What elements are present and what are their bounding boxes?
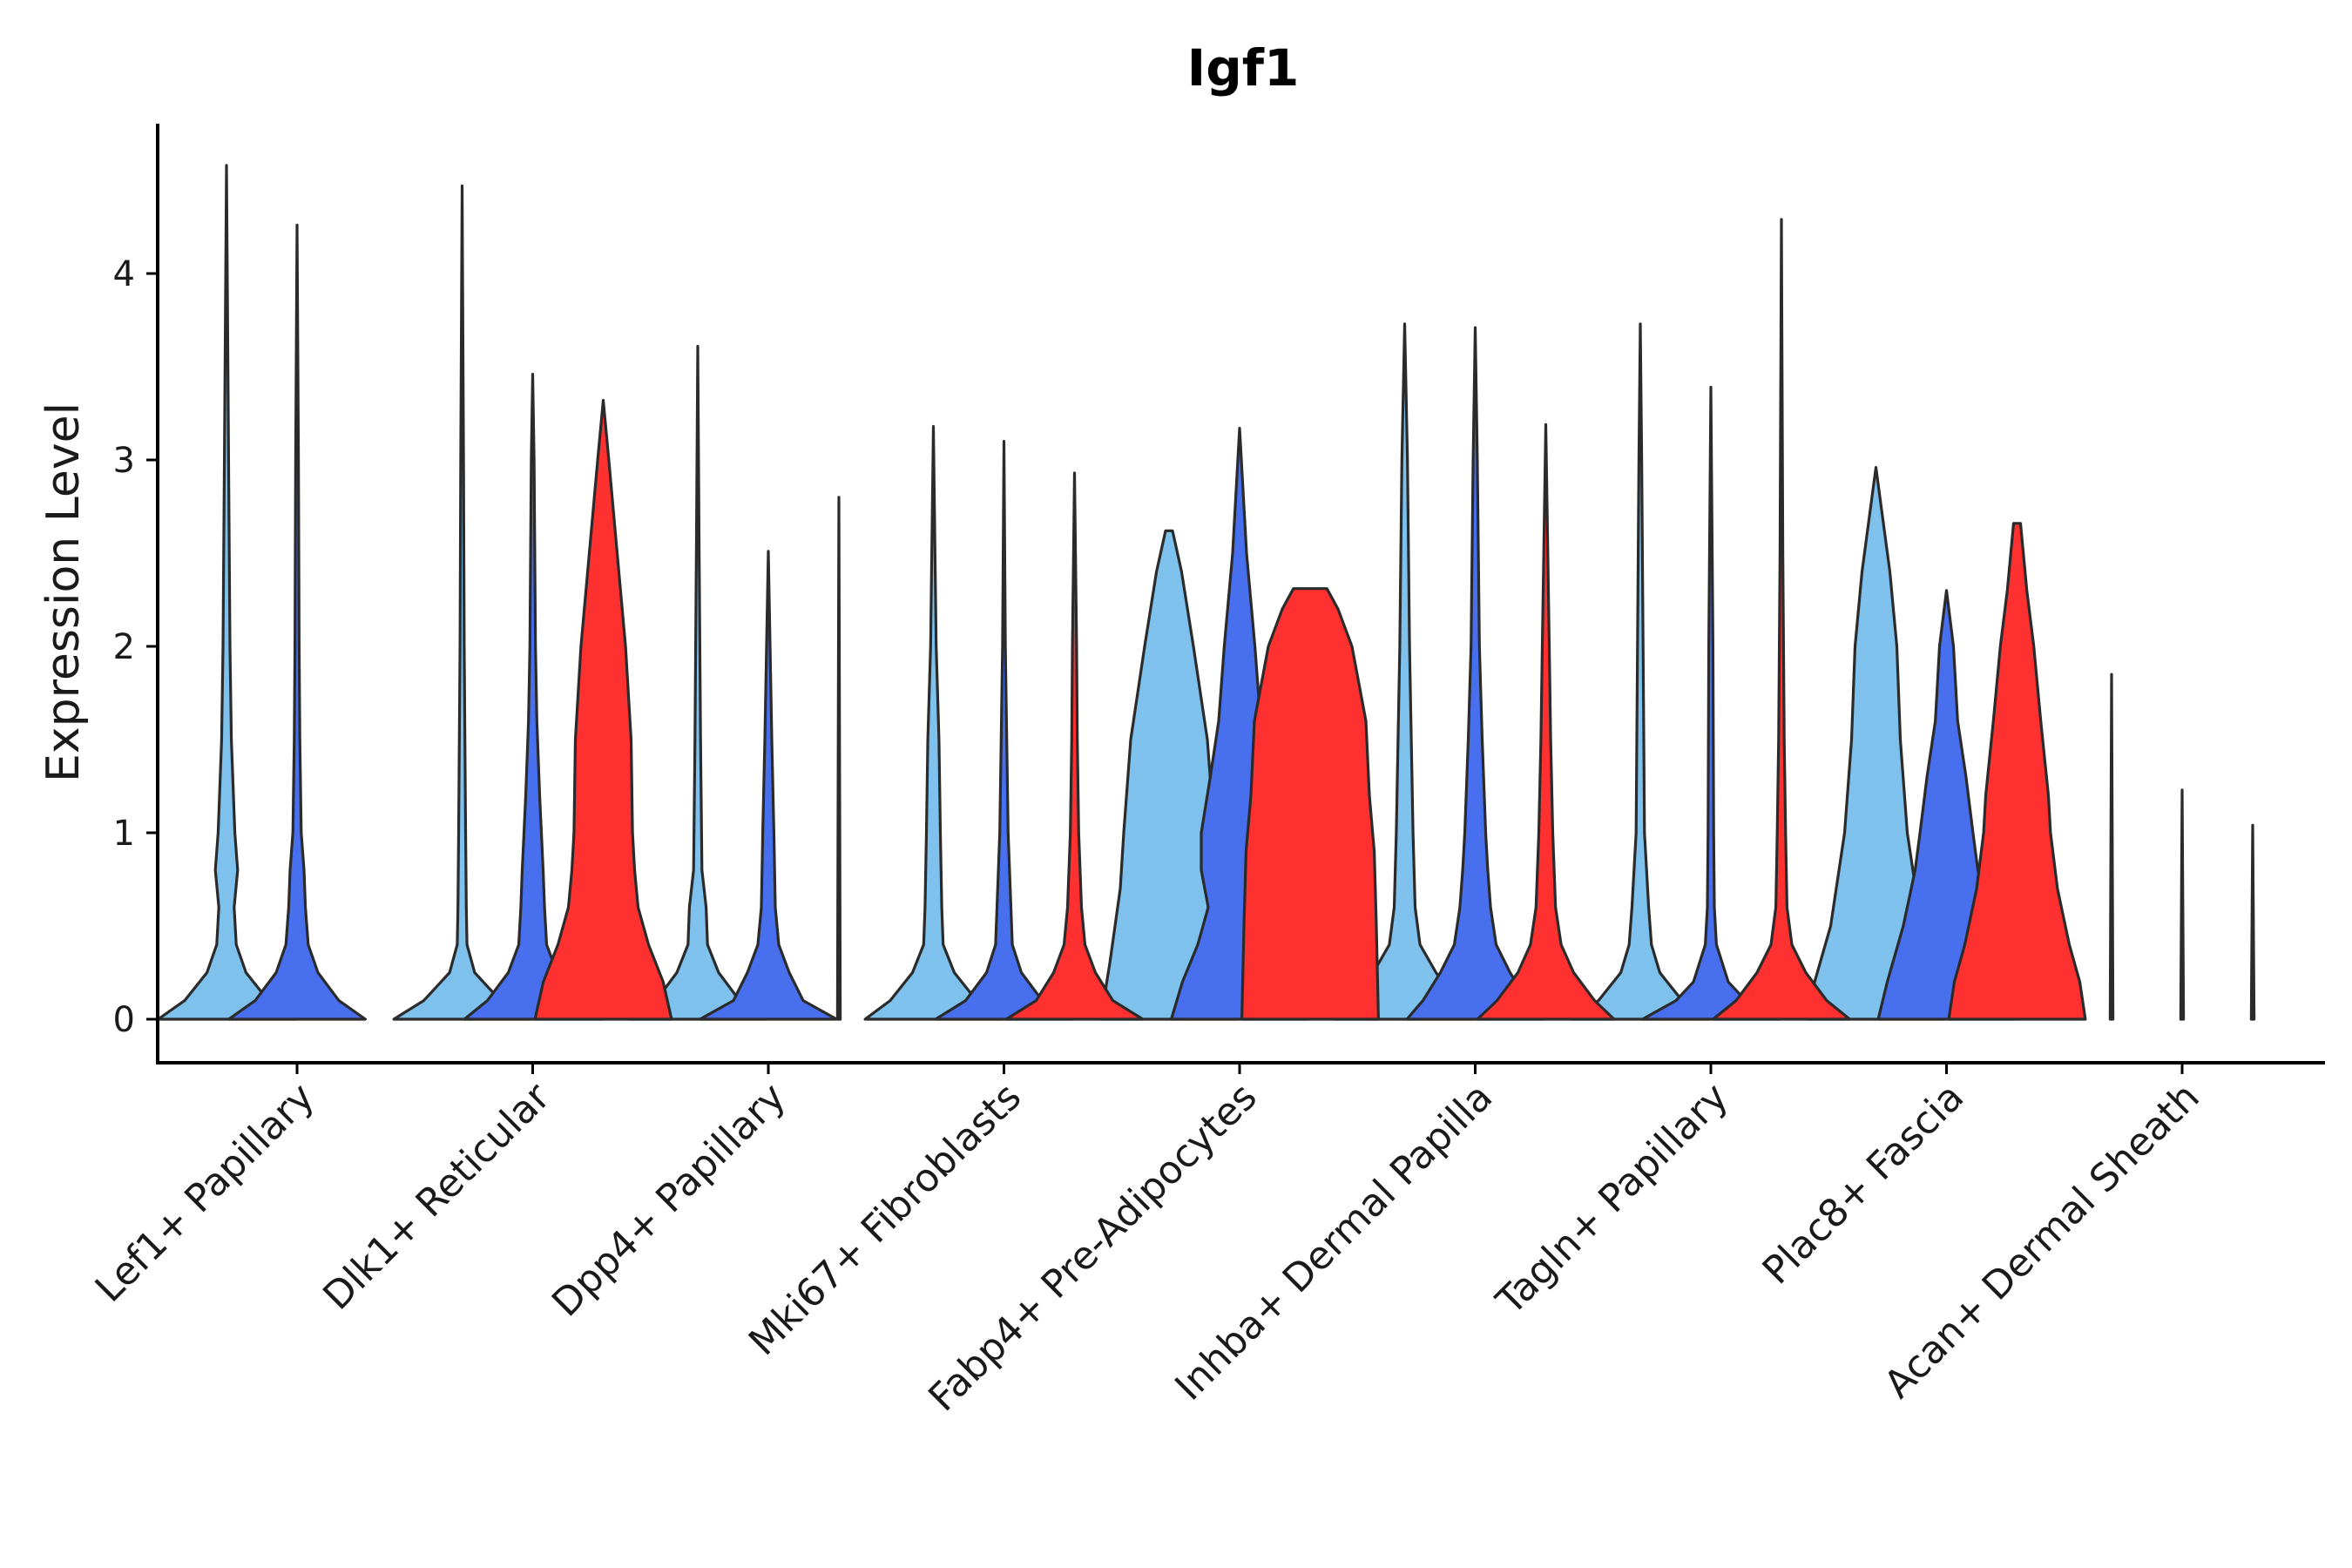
y-tick-label: 0 <box>113 1000 135 1040</box>
violin-3-acan-dermal-sheath <box>2249 823 2256 1021</box>
chart-title: Igf1 <box>1187 38 1300 98</box>
y-tick-label: 4 <box>113 254 135 294</box>
y-axis-title: Expression Level <box>37 402 90 782</box>
x-tick-label: Tagln+ Papillary <box>1488 1075 1737 1324</box>
violin-2-acan-dermal-sheath <box>2179 788 2186 1021</box>
violin-1-dpp4-papillary <box>628 344 767 1021</box>
x-tick-label: Mki67+ Fibroblasts <box>740 1075 1030 1364</box>
y-axis-ticks: 0 1 2 3 4 <box>113 254 158 1040</box>
violin-1-mki67-fibroblasts <box>863 424 1004 1021</box>
violins-layer <box>157 164 2256 1021</box>
violin-3-tagln-papillary <box>1712 218 1851 1021</box>
violin-1-lef1-papillary <box>157 164 296 1021</box>
violin-3-dpp4-papillary <box>835 496 842 1021</box>
violin-3-inhba-dermal-papilla <box>1476 422 1616 1021</box>
y-tick-label: 1 <box>113 814 135 854</box>
violin-1-acan-dermal-sheath <box>2108 672 2115 1021</box>
violin-1-dlk1-reticular <box>392 184 532 1021</box>
violin-1-tagln-papillary <box>1571 322 1710 1021</box>
x-tick-label: Plac8+ Fascia <box>1754 1075 1973 1294</box>
y-tick-label: 2 <box>113 627 135 667</box>
violin-3-plac8-fascia <box>1947 522 2087 1021</box>
violin-2-dpp4-papillary <box>699 550 838 1021</box>
x-tick-label: Dlk1+ Reticular <box>314 1074 559 1319</box>
violin-2-lef1-papillary <box>227 223 367 1021</box>
violin-2-tagln-papillary <box>1641 385 1781 1021</box>
violin-3-dlk1-reticular <box>533 398 673 1021</box>
violin-3-mki67-fibroblasts <box>1004 471 1145 1021</box>
violin-2-mki67-fibroblasts <box>934 440 1074 1021</box>
x-tick-label: Dpp4+ Papillary <box>544 1075 794 1326</box>
violin-2-inhba-dermal-papilla <box>1405 326 1545 1021</box>
violin-3-fabp4-pre-adipocytes <box>1240 587 1380 1021</box>
y-tick-label: 3 <box>113 441 135 481</box>
x-tick-label: Lef1+ Papillary <box>87 1075 323 1311</box>
